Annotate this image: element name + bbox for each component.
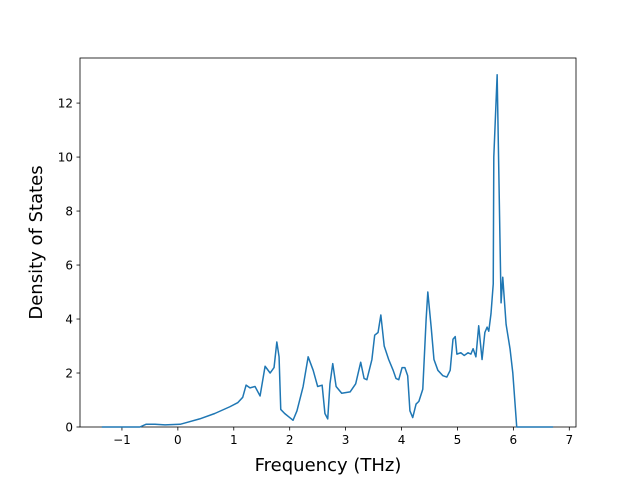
x-tick-label: 0	[174, 433, 182, 447]
x-tick-label: 2	[286, 433, 294, 447]
y-tick-label: 6	[65, 259, 73, 273]
y-tick-label: 0	[65, 421, 73, 435]
x-tick-label: −1	[113, 433, 131, 447]
x-tick-label: 6	[510, 433, 518, 447]
line	[101, 73, 554, 428]
x-tick-label: 5	[454, 433, 462, 447]
y-axis-label: Density of States	[26, 165, 47, 319]
y-tick-label: 4	[65, 313, 73, 327]
y-tick-label: 8	[65, 205, 73, 219]
axes-frame	[79, 57, 577, 428]
y-tick-label: 10	[58, 151, 73, 165]
x-axis-label: Frequency (THz)	[255, 455, 402, 476]
x-tick-label: 3	[342, 433, 350, 447]
x-tick-label: 4	[398, 433, 406, 447]
y-tick-label: 12	[58, 97, 73, 111]
y-tick-label: 2	[65, 367, 73, 381]
x-tick-label: 7	[565, 433, 573, 447]
x-tick-label: 1	[230, 433, 238, 447]
